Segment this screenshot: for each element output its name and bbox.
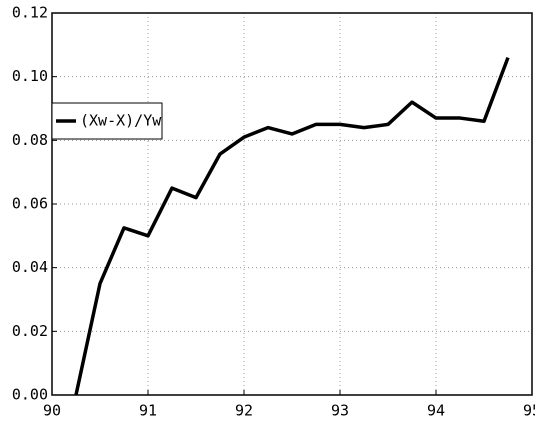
- y-tick-label: 0.10: [12, 67, 48, 85]
- legend-label: (Xw-X)/Yw: [80, 112, 162, 130]
- y-tick-label: 0.04: [12, 258, 48, 276]
- x-tick-label: 95: [523, 402, 535, 420]
- x-tick-label: 94: [427, 402, 445, 420]
- y-tick-label: 0.00: [12, 386, 48, 404]
- y-tick-label: 0.02: [12, 322, 48, 340]
- x-tick-label: 92: [235, 402, 253, 420]
- x-tick-label: 93: [331, 402, 349, 420]
- y-tick-label: 0.08: [12, 131, 48, 149]
- x-tick-label: 91: [139, 402, 157, 420]
- y-tick-label: 0.06: [12, 195, 48, 213]
- y-tick-label: 0.12: [12, 4, 48, 22]
- plot-frame: [51, 12, 533, 396]
- data-line: [74, 56, 510, 396]
- x-tick-label: 90: [43, 402, 61, 420]
